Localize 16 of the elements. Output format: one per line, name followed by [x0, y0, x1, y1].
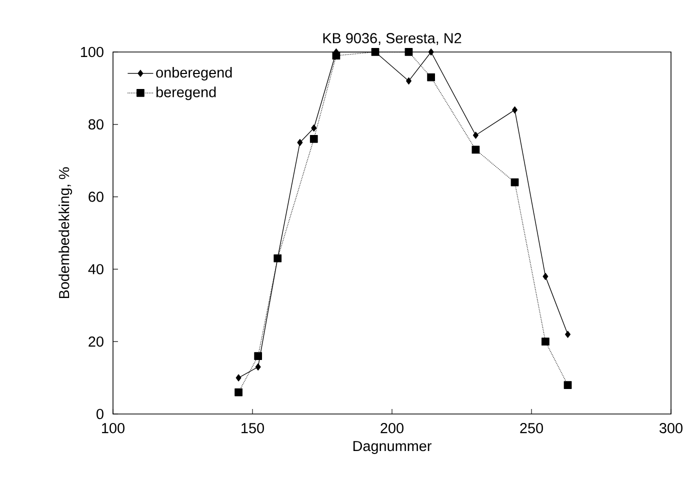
x-axis-title: Dagnummer — [353, 441, 432, 454]
y-axis-title: Bodembedekking, % — [58, 167, 72, 298]
x-tick-label: 250 — [520, 422, 543, 434]
x-tick-label: 300 — [660, 422, 682, 434]
y-tick-label: 40 — [88, 264, 104, 274]
legend-label: onberegend — [156, 67, 232, 81]
y-tick-label: 60 — [88, 192, 104, 202]
y-tick-label: 80 — [88, 119, 104, 130]
x-tick-label: 150 — [242, 422, 264, 434]
y-tick-label: 100 — [80, 46, 104, 58]
legend-label: beregend — [156, 86, 216, 100]
y-tick-label: 0 — [96, 408, 104, 420]
chart-title: KB 9036, Seresta, N2 — [323, 33, 462, 45]
x-tick-label: 100 — [102, 422, 124, 434]
x-tick-label: 200 — [380, 422, 404, 434]
y-tick-label: 20 — [88, 336, 104, 347]
